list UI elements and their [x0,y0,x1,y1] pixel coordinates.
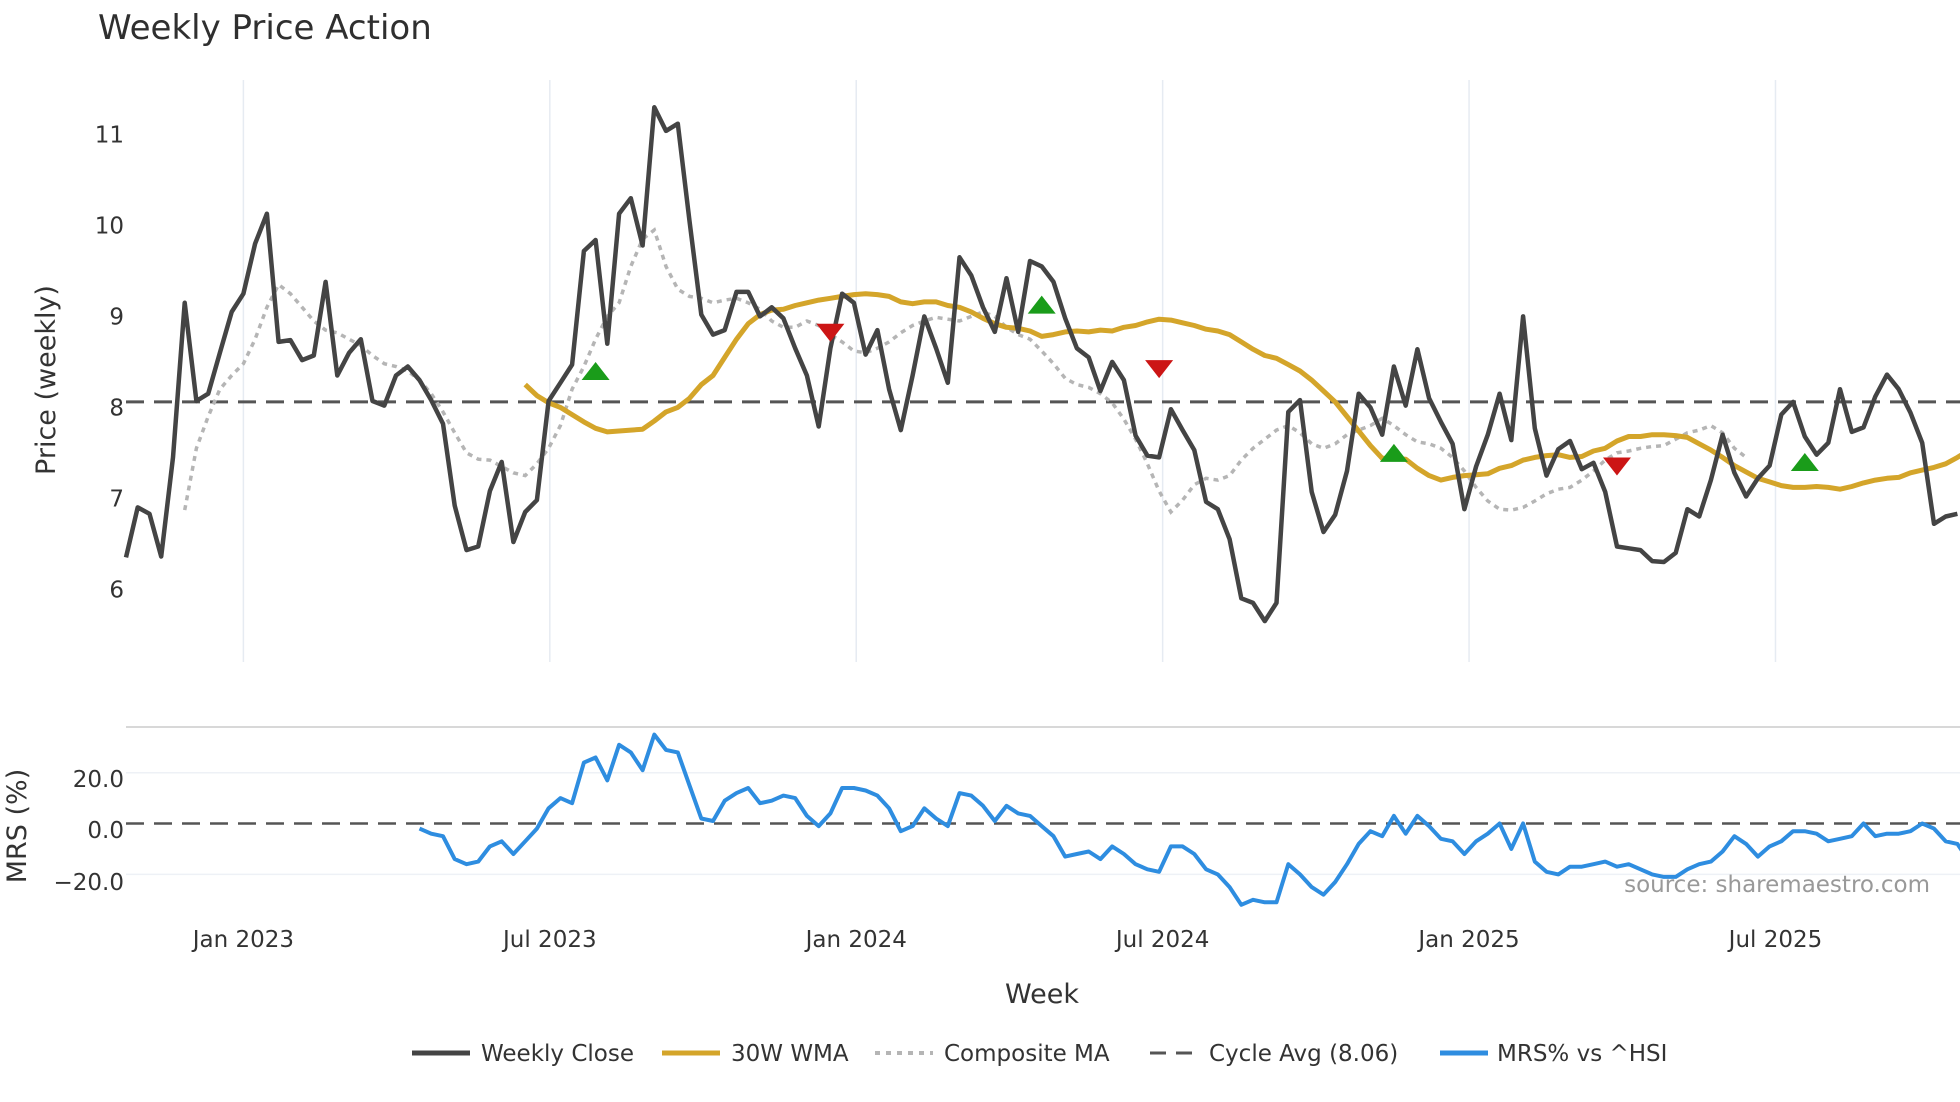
price-y-tick-label: 10 [95,214,124,240]
price-y-ticks: 6 7 8 9 10 11 [95,123,124,604]
legend-item-composite-ma: Composite MA [875,1041,1110,1067]
x-tick-label: Jan 2024 [804,927,907,953]
price-y-tick-label: 6 [109,577,124,603]
buy-signal-marker [1027,295,1056,314]
sell-signal-marker [1602,457,1631,476]
mrs-tick-label: 0.0 [87,818,124,844]
legend-item-30w-wma: 30W WMA [662,1041,849,1067]
x-axis-title: Week [1005,979,1079,1010]
x-tick-label: Jan 2025 [1416,927,1519,953]
x-tick-label: Jan 2023 [191,927,294,953]
composite-ma-line [182,227,1748,515]
legend-item-weekly-close: Weekly Close [412,1041,634,1067]
mrs-y-axis-title: MRS (%) [2,769,33,884]
x-tick-label: Jul 2023 [501,927,597,953]
x-tick-label: Jul 2025 [1727,927,1823,953]
x-ticks: Jan 2023 Jul 2023 Jan 2024 Jul 2024 Jan 2025… [191,927,1823,953]
vertical-gridlines [242,80,1777,662]
buy-signal-marker [1379,443,1408,462]
mrs-series-layer [126,732,1960,907]
buy-signal-marker [581,362,610,380]
buy-signal-marker [1790,452,1819,471]
sell-signal-marker [816,323,845,342]
legend-label: Weekly Close [481,1041,634,1067]
mrs-tick-label: 20.0 [73,767,124,793]
legend-item-mrs: MRS% vs ^HSI [1440,1041,1667,1067]
legend-label: Cycle Avg (8.06) [1209,1041,1398,1067]
chart-title: Weekly Price Action [98,8,432,48]
legend: Weekly Close 30W WMA Composite MA Cycle … [412,1041,1667,1067]
source-watermark: source: sharemaestro.com [1624,872,1930,898]
price-y-tick-label: 9 [109,304,124,330]
legend-label: MRS% vs ^HSI [1497,1041,1667,1067]
legend-label: Composite MA [944,1041,1110,1067]
price-series-layer [123,105,1960,624]
mrs-y-ticks: 20.0 0.0 −20.0 [54,767,124,896]
x-tick-label: Jul 2024 [1114,927,1210,953]
weekly-close-line [123,105,1958,624]
price-y-tick-label: 8 [109,395,124,421]
signal-markers [581,295,1819,476]
mrs-line [418,732,1960,907]
price-y-tick-label: 7 [109,486,124,512]
wma-30w-line [523,291,1960,492]
price-y-tick-label: 11 [95,123,124,149]
mrs-gridlines [126,771,1960,876]
mrs-tick-label: −20.0 [54,870,124,896]
legend-label: 30W WMA [731,1041,849,1067]
price-y-axis-title: Price (weekly) [31,285,62,475]
legend-item-cycle-avg: Cycle Avg (8.06) [1150,1041,1398,1067]
sell-signal-marker [1145,360,1174,379]
